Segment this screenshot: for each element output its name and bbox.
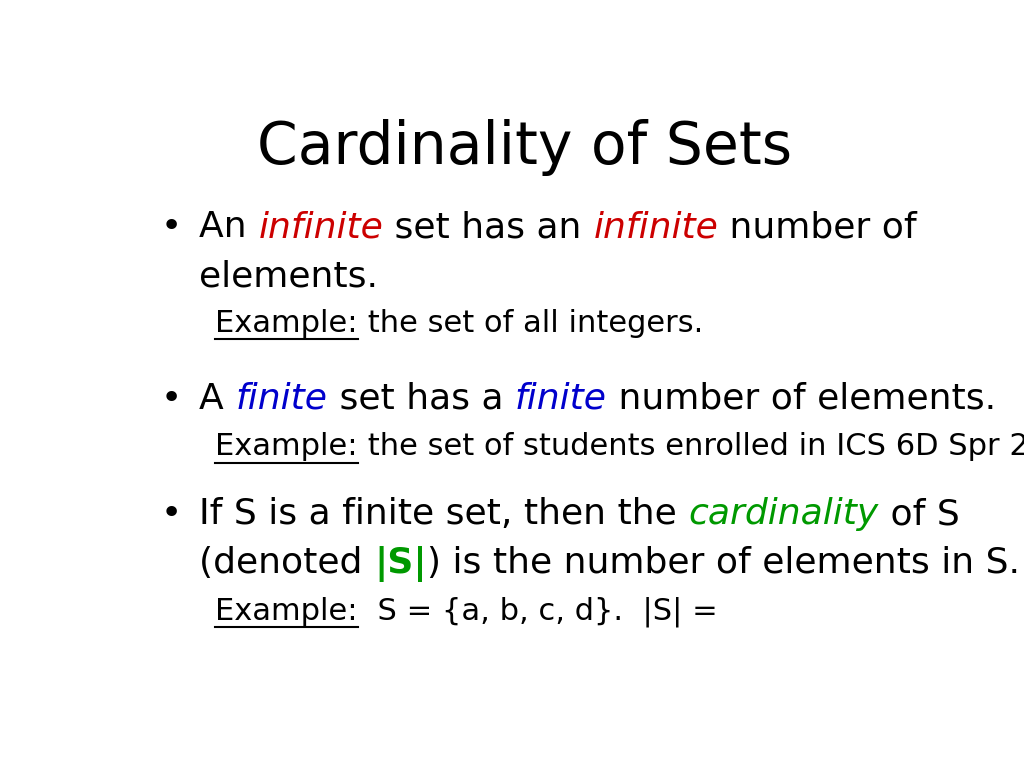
Text: ) is the number of elements in S.: ) is the number of elements in S.	[427, 546, 1020, 581]
Text: number of: number of	[718, 210, 916, 244]
Text: set has a: set has a	[328, 382, 515, 416]
Text: Example:: Example:	[215, 309, 357, 338]
Text: An: An	[200, 210, 258, 244]
Text: A: A	[200, 382, 236, 416]
Text: cardinality: cardinality	[689, 497, 879, 531]
Text: of S: of S	[879, 497, 959, 531]
Text: the set of all integers.: the set of all integers.	[357, 309, 703, 338]
Text: •: •	[161, 497, 182, 531]
Text: (denoted: (denoted	[200, 546, 375, 581]
Text: Example:: Example:	[215, 597, 357, 626]
Text: Example:: Example:	[215, 432, 357, 462]
Text: •: •	[161, 210, 182, 244]
Text: elements.: elements.	[200, 260, 379, 293]
Text: the set of students enrolled in ICS 6D Spr 2016.: the set of students enrolled in ICS 6D S…	[357, 432, 1024, 462]
Text: number of elements.: number of elements.	[606, 382, 995, 416]
Text: finite: finite	[515, 382, 606, 416]
Text: •: •	[161, 382, 182, 416]
Text: S = {a, b, c, d}.  |S| =: S = {a, b, c, d}. |S| =	[357, 597, 718, 627]
Text: set has an: set has an	[383, 210, 593, 244]
Text: finite: finite	[236, 382, 328, 416]
Text: infinite: infinite	[258, 210, 383, 244]
Text: infinite: infinite	[593, 210, 718, 244]
Text: |S|: |S|	[375, 546, 427, 582]
Text: If S is a finite set, then the: If S is a finite set, then the	[200, 497, 689, 531]
Text: Cardinality of Sets: Cardinality of Sets	[257, 119, 793, 176]
